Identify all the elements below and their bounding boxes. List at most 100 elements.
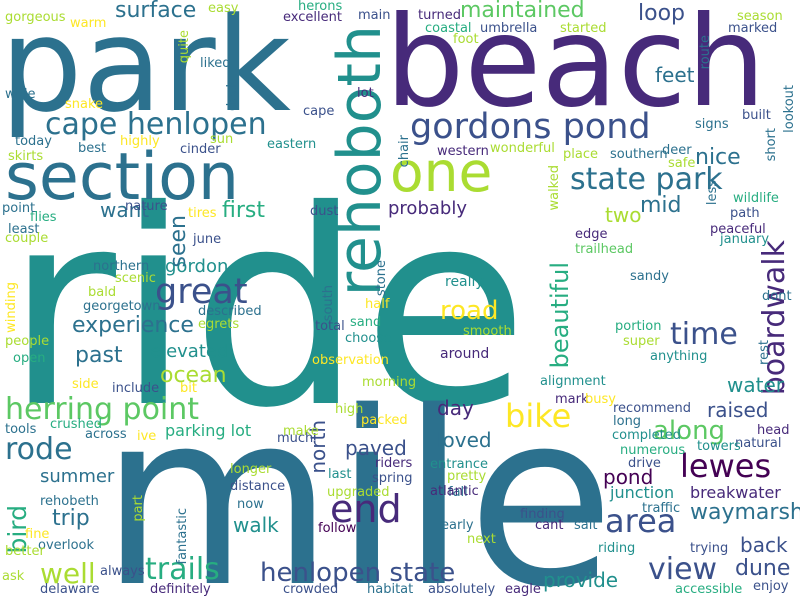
word-best: best [78,141,107,156]
word-along: along [653,416,726,446]
word-park: park [0,0,291,141]
word-surface: surface [115,0,197,23]
word-early: early [441,518,474,533]
word-loved: loved [437,428,492,452]
word-habitat: habitat [367,582,414,597]
word-foot: foot [453,32,479,47]
word-egrets: egrets [198,317,240,332]
word-gorgeous: gorgeous [5,10,66,25]
word-towers: towers [697,439,741,454]
word-super: super [623,334,660,349]
word-mark: mark [555,392,589,407]
word-mile: mile [100,360,615,600]
word-summer: summer [40,466,115,487]
word-turned: turned [418,8,461,23]
word-seen: seen [166,215,191,268]
word-total: total [315,319,345,334]
word-numerous: numerous [620,443,686,458]
word-part: part [131,495,146,522]
word-dune: dune [735,556,791,581]
word-side: side [72,377,99,392]
word-main: main [358,8,391,23]
word-bit: bit [180,381,197,396]
word-across: across [85,427,127,442]
word-last: last [328,467,352,482]
word-two: two [605,203,642,227]
word-western: western [437,144,489,159]
word-cinder: cinder [180,142,221,157]
word-observation: observation [312,353,389,368]
word-cape: cape [303,104,335,119]
word-finding: finding [520,507,565,522]
word-rehobeth: rehobeth [40,494,99,509]
word-season: season [737,9,783,24]
word-beach: beach [385,0,766,135]
word-herons: herons [298,0,343,14]
word-provide: provide [543,568,619,592]
word-open: open [13,351,46,366]
word-sun: sun [210,132,234,147]
word-snake: snake [65,97,104,112]
word-marked: marked [728,21,778,36]
word-easy: easy [208,1,239,16]
word-high: high [335,402,364,417]
word-rode: rode [5,432,73,467]
word-loop: loop [638,1,685,26]
word-rehoboth: rehoboth [325,25,395,297]
word-riders: riders [375,456,413,471]
word-maintained: maintained [460,0,585,23]
word-road: road [440,296,499,326]
word-trying: trying [690,541,729,556]
word-sandy: sandy [630,269,669,284]
word-pond: pond [603,465,654,489]
word-atlantic: atlantic [430,484,479,499]
word-path: path [730,206,760,221]
word-deer: deer [662,143,692,158]
word-long: long [613,414,642,429]
word-smooth: smooth [463,324,512,339]
word-liked: liked [200,56,231,71]
word-henlopen-state: henlopen state [260,558,456,588]
word-always: always [100,564,145,579]
word-junction: junction [610,483,675,502]
word-lookout: lookout [782,85,797,133]
word-raised: raised [707,398,769,422]
word-less: less [705,180,720,206]
word-wonderful: wonderful [490,141,555,156]
word-excellent: excellent [283,10,342,25]
word-lewes: lewes [680,447,772,485]
word-salt: salt [574,518,598,533]
word-now: now [237,497,264,512]
word-section: section [5,140,240,215]
word-morning: morning [362,375,417,390]
word-wide: wide [5,87,36,102]
word-point: point [2,201,36,216]
word-warm: warm [70,16,107,31]
word-really: really [445,274,484,290]
word-much: much [277,431,314,446]
word-longer: longer [230,462,272,477]
word-probably: probably [388,198,467,219]
word-bald: bald [88,285,117,300]
word-scenic: scenic [115,271,156,286]
word-walk: walk [233,513,279,537]
word-dont: dont [762,289,792,304]
word-portion: portion [615,319,662,334]
word-fantastic: fantastic [175,508,190,565]
word-mid: mid [640,193,682,218]
word-cant: cant [535,518,564,533]
word-route: route [698,35,713,70]
word-trip: trip [52,506,90,531]
word-tires: tires [188,206,217,221]
word-accessible: accessible [675,582,743,597]
word-eastern: eastern [267,137,317,152]
word-pretty: pretty [447,469,487,484]
word-end: end [330,487,402,531]
word-southern: southern [610,147,668,162]
word-peaceful: peaceful [710,222,766,237]
word-couple: couple [5,231,49,246]
word-south: south [321,285,336,322]
word-first: first [222,198,265,223]
word-day: day [437,396,474,420]
